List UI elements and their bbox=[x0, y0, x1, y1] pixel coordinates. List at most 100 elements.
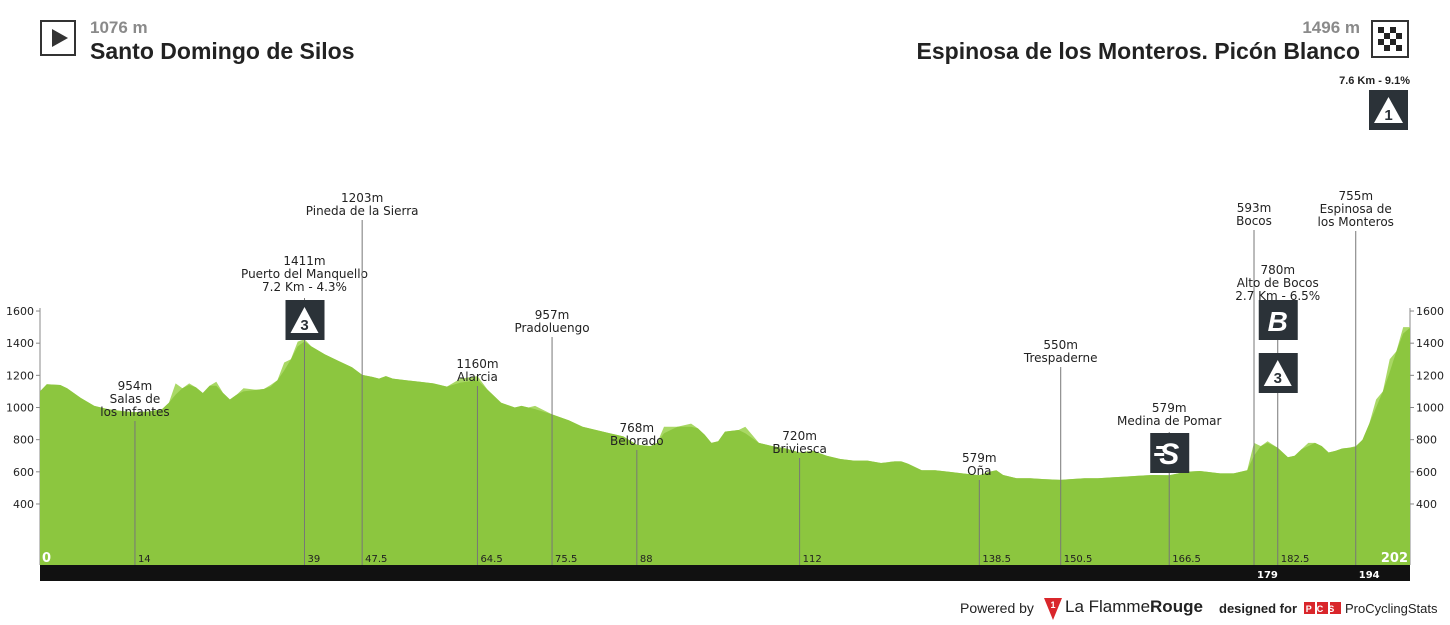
point-elevation: 579m bbox=[1152, 401, 1187, 415]
x-tick-label-lower: 194 bbox=[1359, 570, 1380, 581]
x-tick-label: 202 bbox=[1381, 551, 1408, 566]
profile-area bbox=[40, 327, 1410, 565]
lfr-brand-part1: La Flamme bbox=[1065, 597, 1151, 616]
point-elevation: 1411m bbox=[283, 254, 325, 268]
point-elevation: 550m bbox=[1043, 338, 1078, 352]
x-tick-label-lower: 179 bbox=[1257, 570, 1278, 581]
point-elevation: 593m bbox=[1237, 201, 1272, 215]
point-elevation: 579m bbox=[962, 451, 997, 465]
y-tick-label-left: 1200 bbox=[6, 369, 34, 382]
y-tick-label-right: 1400 bbox=[1416, 337, 1444, 350]
start-play-icon bbox=[40, 20, 76, 56]
x-tick-label: 166.5 bbox=[1172, 554, 1201, 565]
x-tick-label: 150.5 bbox=[1064, 554, 1093, 565]
point-elevation: 720m bbox=[782, 429, 817, 443]
point-elevation: 1203m bbox=[341, 191, 383, 205]
point-name: Espinosa de bbox=[1320, 202, 1392, 216]
y-tick-label-right: 1600 bbox=[1416, 305, 1444, 318]
lfr-logo-mark: 1 bbox=[1050, 600, 1055, 610]
y-tick-label-right: 1000 bbox=[1416, 402, 1444, 415]
point-elevation: 954m bbox=[118, 379, 153, 393]
point-name: los Infantes bbox=[100, 405, 169, 419]
point-name: Bocos bbox=[1236, 214, 1272, 228]
stage-profile-chart: 400 400 600 600 800 800 1000 1000 1200 1200 1400 14… bbox=[6, 189, 1444, 581]
point-name: Puerto del Manquello bbox=[241, 267, 368, 281]
x-tick-label: 64.5 bbox=[480, 554, 502, 565]
final-climb-info: 7.6 Km - 9.1% bbox=[1339, 75, 1410, 87]
mountain-category-icon: 1 bbox=[1374, 97, 1403, 124]
x-tick-label: 47.5 bbox=[365, 554, 387, 565]
y-tick-label-right: 400 bbox=[1416, 498, 1437, 511]
sprint-icon-stripe bbox=[1154, 453, 1165, 456]
y-tick-label-left: 1600 bbox=[6, 305, 34, 318]
start-location: Santo Domingo de Silos bbox=[90, 38, 355, 64]
point-name: Alto de Bocos bbox=[1237, 276, 1319, 290]
point-name: Medina de Pomar bbox=[1117, 414, 1221, 428]
y-tick-label-right: 1200 bbox=[1416, 369, 1444, 382]
y-tick-label-left: 1000 bbox=[6, 402, 34, 415]
y-tick-label-left: 1400 bbox=[6, 337, 34, 350]
point-name: Alarcia bbox=[457, 370, 498, 384]
finish-location: Espinosa de los Monteros. Picón Blanco bbox=[916, 38, 1360, 64]
final-climb-badge: 1 bbox=[1369, 90, 1408, 130]
lfr-brand: La FlammeRouge bbox=[1065, 597, 1203, 617]
point-name: Pineda de la Sierra bbox=[306, 204, 419, 218]
lfr-logo-icon: 1 bbox=[1044, 598, 1062, 625]
y-tick-label-left: 400 bbox=[13, 498, 34, 511]
x-tick-label: 112 bbox=[803, 554, 822, 565]
mountain-category-number: 3 bbox=[300, 317, 308, 334]
point-elevation: 957m bbox=[535, 308, 570, 322]
y-tick-label-right: 800 bbox=[1416, 434, 1437, 447]
x-axis-bar bbox=[40, 565, 1410, 581]
x-tick-label: 39 bbox=[308, 554, 321, 565]
x-tick-label: 0 bbox=[42, 551, 51, 566]
start-altitude: 1076 m bbox=[90, 18, 148, 37]
bonus-icon-badge bbox=[1258, 300, 1298, 340]
point-name: 7.2 Km - 4.3% bbox=[262, 280, 347, 294]
x-tick-label: 182.5 bbox=[1281, 554, 1310, 565]
x-tick-label: 88 bbox=[640, 554, 653, 565]
point-elevation: 1160m bbox=[456, 357, 498, 371]
finish-altitude: 1496 m bbox=[1302, 18, 1360, 37]
mountain-category-number: 3 bbox=[1274, 370, 1282, 387]
point-name: Oña bbox=[967, 464, 991, 478]
point-name: Belorado bbox=[610, 434, 664, 448]
checkered-flag-icon bbox=[1371, 20, 1409, 58]
point-name: Salas de bbox=[110, 392, 161, 406]
point-name: Pradoluengo bbox=[514, 321, 589, 335]
point-name: Trespaderne bbox=[1023, 351, 1098, 365]
sprint-icon-stripe bbox=[1156, 446, 1167, 449]
pcs-logo-icon: PCS bbox=[1304, 601, 1342, 620]
x-tick-label: 138.5 bbox=[982, 554, 1011, 565]
bonus-icon: B bbox=[1268, 306, 1288, 337]
point-name: Briviesca bbox=[772, 442, 827, 456]
final-climb-category: 1 bbox=[1384, 107, 1392, 124]
mountain-category-icon bbox=[1263, 360, 1292, 386]
powered-by-text: Powered by bbox=[960, 600, 1034, 616]
mountain-category-icon bbox=[290, 307, 319, 333]
point-name: los Monteros bbox=[1318, 215, 1394, 229]
designed-for-text: designed for bbox=[1219, 601, 1298, 616]
x-tick-label: 14 bbox=[138, 554, 151, 565]
point-elevation: 768m bbox=[620, 421, 655, 435]
y-tick-label-left: 600 bbox=[13, 466, 34, 479]
point-name: 2.7 Km - 6.5% bbox=[1235, 289, 1320, 303]
pcs-name: ProCyclingStats bbox=[1345, 601, 1438, 616]
x-tick-label: 75.5 bbox=[555, 554, 577, 565]
point-elevation: 780m bbox=[1260, 263, 1295, 277]
point-elevation: 755m bbox=[1338, 189, 1373, 203]
y-tick-label-right: 600 bbox=[1416, 466, 1437, 479]
